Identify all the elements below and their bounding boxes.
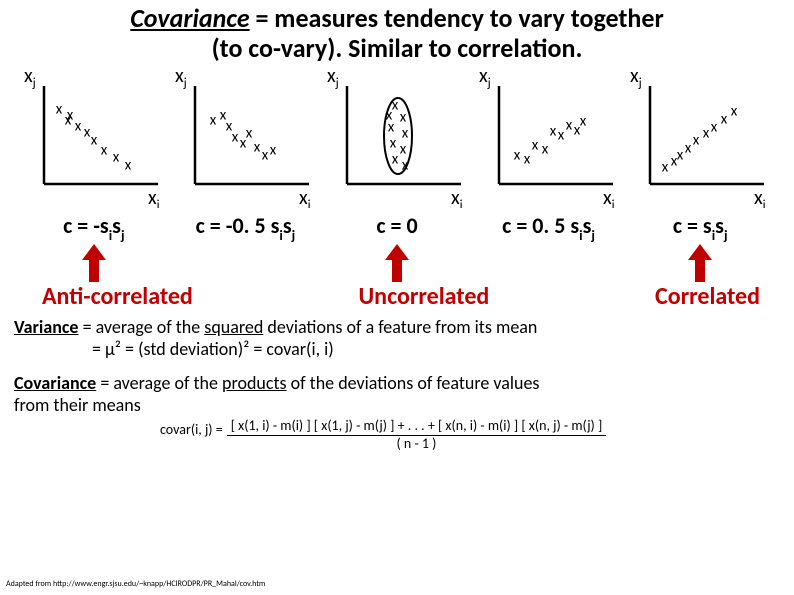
data-point: x [693, 131, 700, 149]
title-line2: (to co-vary). Similar to correlation. [212, 32, 583, 64]
covariance-formula: c = 0 [323, 212, 471, 242]
scatter-plot: xjxixxxxxxxxx [323, 68, 471, 208]
slide-title: Covariance = measures tendency to vary t… [0, 0, 794, 66]
arrow-cell [626, 244, 774, 284]
y-axis-label: xj [479, 68, 491, 91]
data-point: x [565, 116, 572, 134]
variance-ul: squared [204, 316, 263, 338]
data-point: x [91, 131, 98, 149]
data-point: x [523, 150, 530, 168]
data-point: x [677, 146, 684, 164]
data-point: x [232, 128, 239, 146]
x-axis-label: xi [603, 186, 615, 208]
up-arrow-icon [385, 244, 409, 282]
label-anticorrelated: Anti-correlated [42, 282, 193, 311]
arrow-cell [171, 244, 319, 284]
scatter-plot: xjxixxxxxxxxx [20, 68, 168, 208]
data-point: x [513, 146, 520, 164]
data-point: x [531, 136, 538, 154]
y-axis-label: xj [327, 68, 339, 91]
data-point: x [262, 146, 269, 164]
covariance-def: Covariance = average of the products of … [0, 367, 794, 417]
covariance-formula: c = -sisj [20, 212, 168, 242]
data-point: x [392, 96, 399, 114]
plot-svg: xjxixxxxxxxxx [20, 68, 168, 208]
x-axis-label: xi [299, 186, 311, 208]
data-point: x [56, 100, 63, 118]
arrow-row [0, 244, 794, 284]
arrow-cell [475, 244, 623, 284]
x-axis-label: xi [451, 186, 463, 208]
covariance-formula: c = -0. 5 sisj [171, 212, 319, 242]
covar-denominator: ( n - 1 ) [227, 436, 607, 452]
covar-formula: covar(i, j) = [ x(1, i) - m(i) ] [ x(1, … [0, 419, 794, 451]
x-axis-label: xi [754, 186, 766, 208]
plot-svg: xjxixxxxxxxxx [626, 68, 774, 208]
data-point: x [579, 112, 586, 130]
covariance-formula: c = sisj [626, 212, 774, 242]
data-point: x [65, 111, 72, 129]
y-axis-label: xj [24, 68, 36, 91]
up-arrow-icon [688, 244, 712, 282]
variance-def: Variance = average of the squared deviat… [0, 311, 794, 361]
variance-line2: = μ² = (std deviation)² = covar(i, i) [14, 338, 334, 360]
correlation-labels: Anti-correlated Uncorrelated Correlated [0, 282, 794, 311]
data-point: x [75, 117, 82, 135]
covar-numerator: [ x(1, i) - m(i) ] [ x(1, j) - m(j) ] + … [227, 419, 607, 436]
data-point: x [246, 124, 253, 142]
covar-lhs: covar(i, j) = [160, 419, 227, 438]
covariance-ul: products [222, 372, 287, 394]
data-point: x [557, 126, 564, 144]
variance-mid: = average of the [79, 316, 205, 338]
data-point: x [270, 141, 277, 159]
scatter-plot: xjxixxxxxxxxx [475, 68, 623, 208]
data-point: x [125, 156, 132, 174]
label-uncorrelated: Uncorrelated [359, 282, 490, 311]
title-rest1: = measures tendency to vary together [250, 2, 664, 34]
data-point: x [731, 102, 738, 120]
data-point: x [210, 111, 217, 129]
formula-row: c = -sisjc = -0. 5 sisjc = 0c = 0. 5 sis… [0, 212, 794, 242]
up-arrow-icon [82, 244, 106, 282]
data-point: x [402, 156, 409, 174]
label-correlated: Correlated [655, 282, 760, 311]
plot-svg: xjxixxxxxxxxx [323, 68, 471, 208]
data-point: x [101, 141, 108, 159]
plot-svg: xjxixxxxxxxxx [475, 68, 623, 208]
data-point: x [711, 118, 718, 136]
arrow-cell [20, 244, 168, 284]
covariance-mid: = average of the [96, 372, 222, 394]
data-point: x [254, 138, 261, 156]
scatter-plot: xjxixxxxxxxxx [171, 68, 319, 208]
variance-term: Variance [14, 316, 79, 338]
data-point: x [392, 150, 399, 168]
covariance-line2: from their means [14, 394, 141, 416]
title-covariance: Covariance [130, 2, 249, 34]
data-point: x [721, 110, 728, 128]
plot-svg: xjxixxxxxxxxx [171, 68, 319, 208]
covar-fraction: [ x(1, i) - m(i) ] [ x(1, j) - m(j) ] + … [227, 419, 607, 451]
data-point: x [549, 122, 556, 140]
data-point: x [685, 139, 692, 157]
data-point: x [703, 124, 710, 142]
plots-row: xjxixxxxxxxxxxjxixxxxxxxxxxjxixxxxxxxxxx… [0, 68, 794, 208]
covariance-formula: c = 0. 5 sisj [475, 212, 623, 242]
y-axis-label: xj [630, 68, 642, 91]
x-axis-label: xi [148, 186, 160, 208]
data-point: x [84, 123, 91, 141]
y-axis-label: xj [175, 68, 187, 91]
data-point: x [113, 148, 120, 166]
data-point: x [662, 158, 669, 176]
covariance-term: Covariance [14, 372, 96, 394]
scatter-plot: xjxixxxxxxxxx [626, 68, 774, 208]
covariance-post: of the deviations of feature values [287, 372, 540, 394]
data-point: x [541, 140, 548, 158]
arrow-cell [323, 244, 471, 284]
citation: Adapted from http://www.engr.sjsu.edu/~k… [6, 579, 265, 589]
variance-post: deviations of a feature from its mean [263, 316, 537, 338]
